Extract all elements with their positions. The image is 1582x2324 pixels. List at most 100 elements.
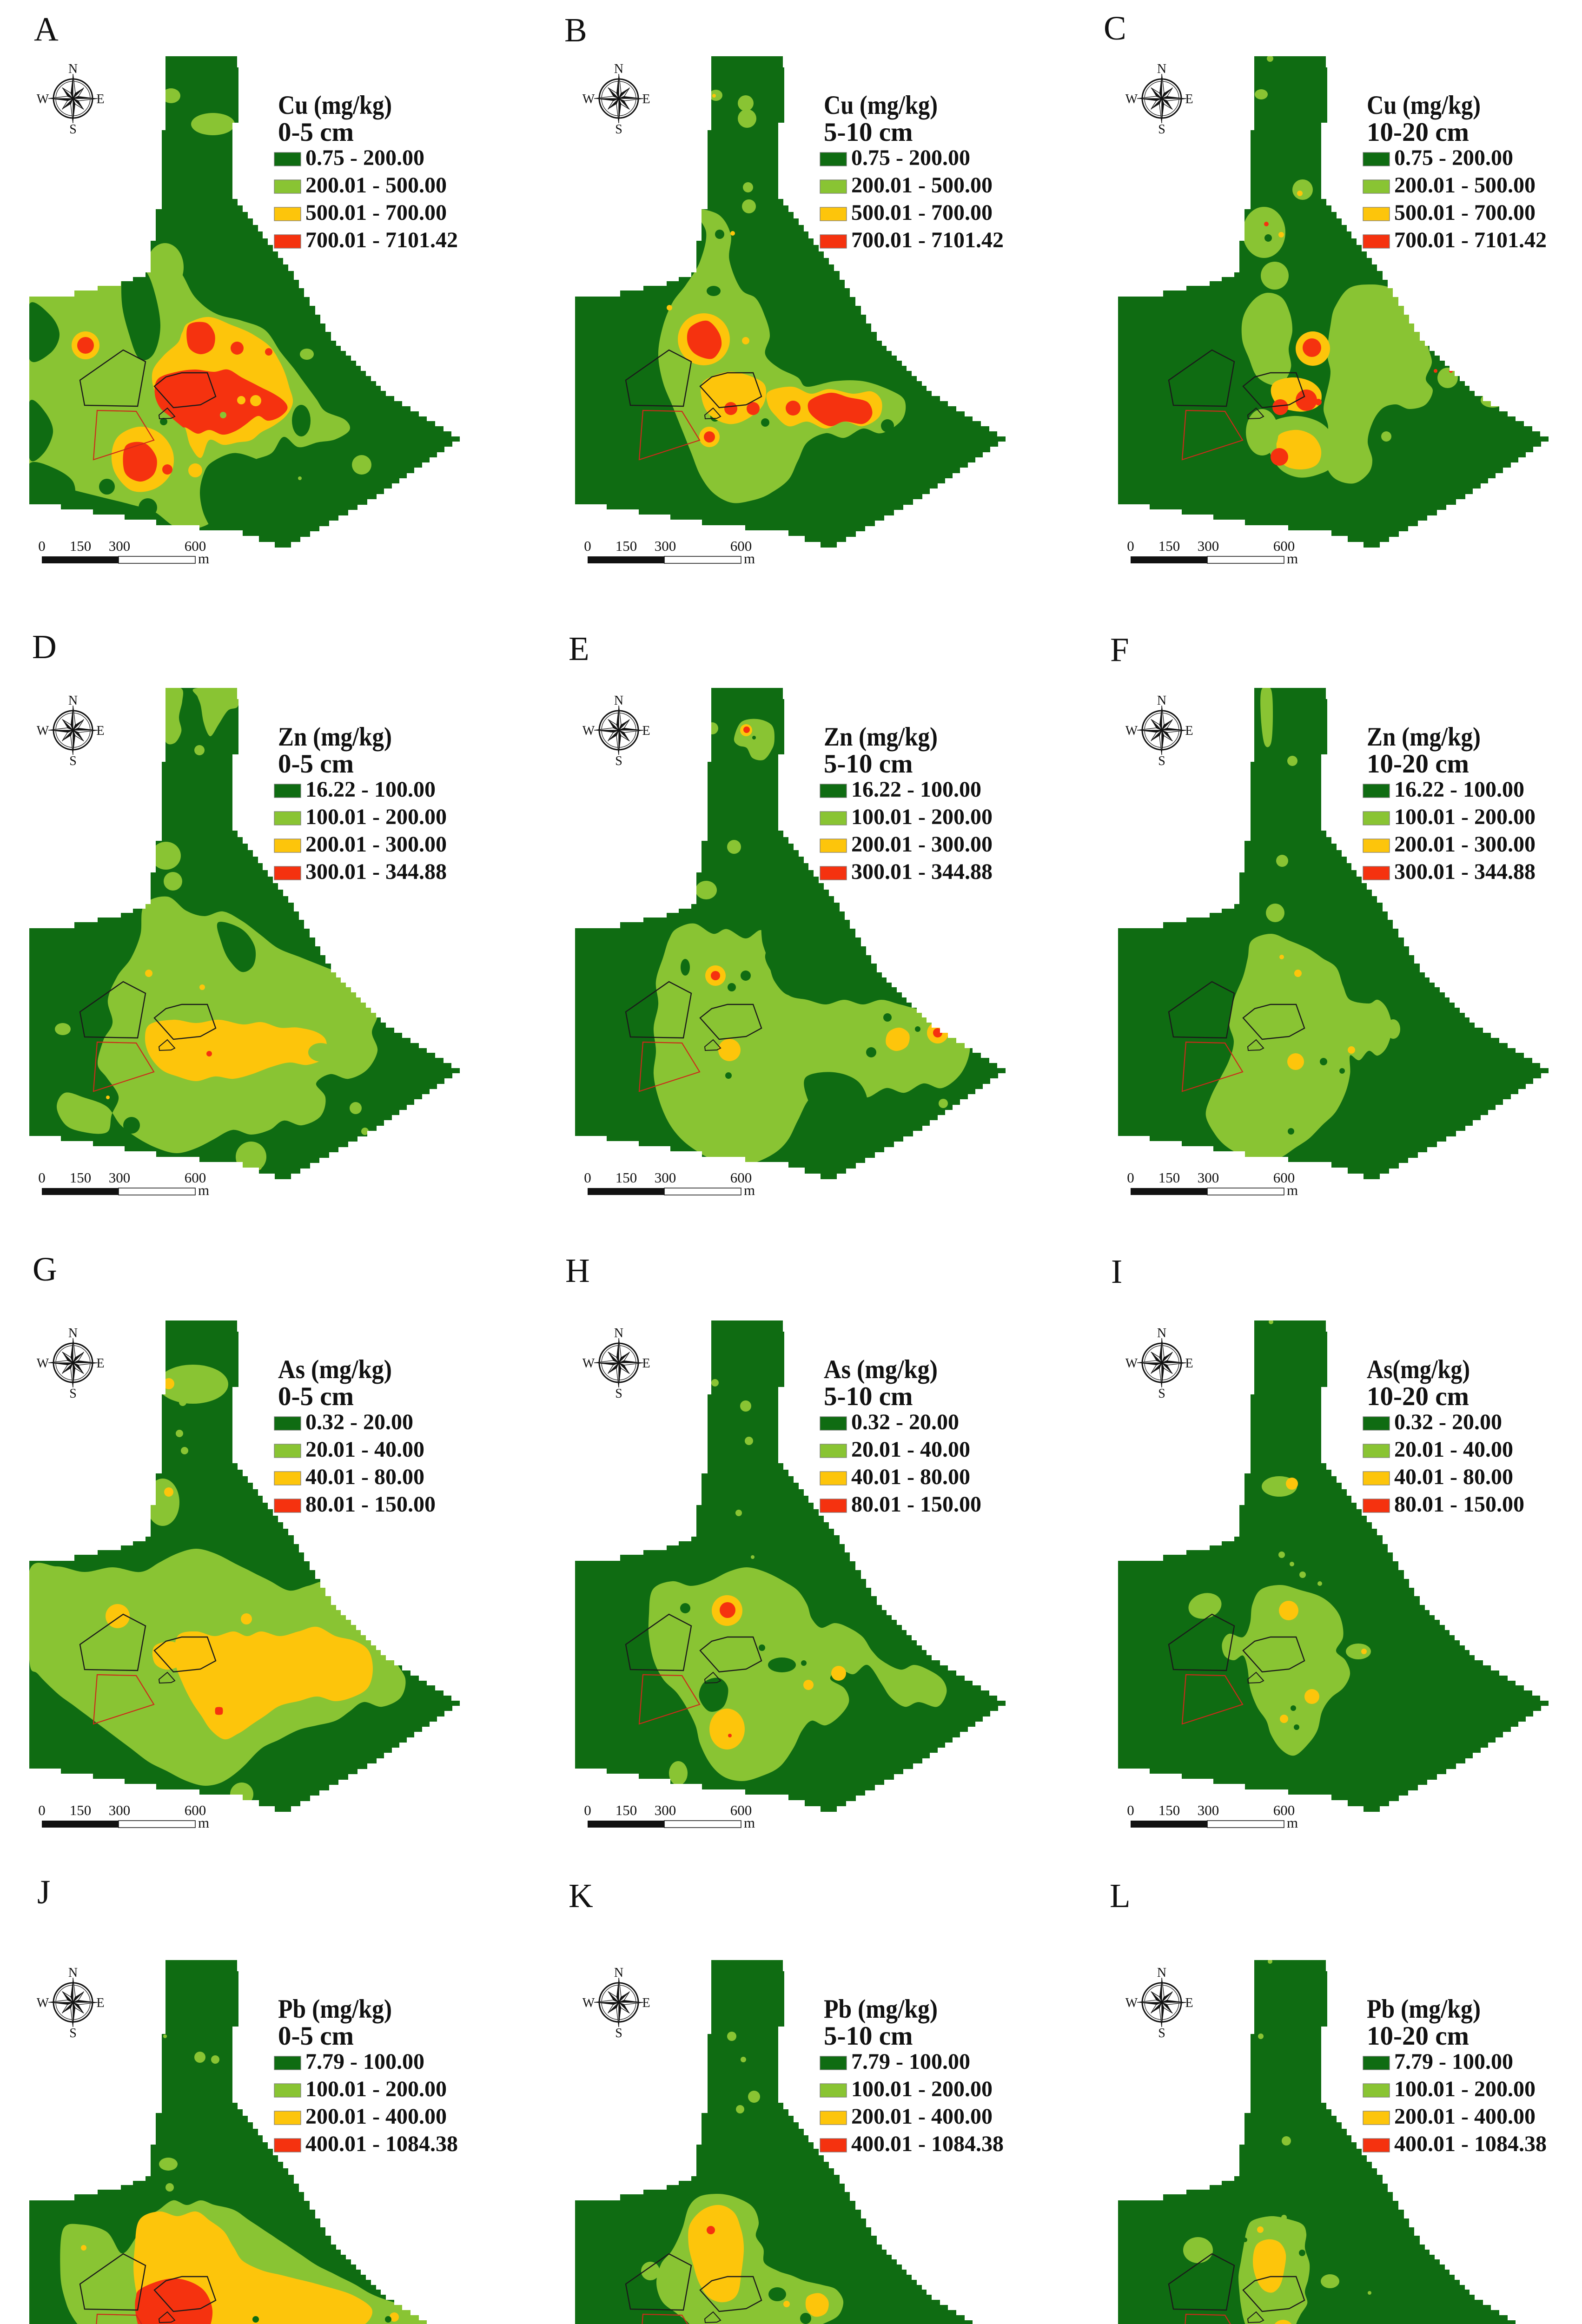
svg-text:150: 150 bbox=[616, 538, 637, 554]
svg-text:E: E bbox=[642, 724, 650, 738]
svg-text:S: S bbox=[615, 1386, 622, 1401]
svg-text:E: E bbox=[96, 92, 104, 106]
svg-text:300: 300 bbox=[1198, 538, 1219, 554]
svg-text:m: m bbox=[744, 550, 755, 567]
svg-text:600: 600 bbox=[1273, 1802, 1295, 1818]
svg-text:W: W bbox=[37, 1996, 49, 2010]
svg-text:300: 300 bbox=[655, 1169, 676, 1186]
svg-text:200.01 - 400.00: 200.01 - 400.00 bbox=[1394, 2104, 1536, 2129]
svg-text:0: 0 bbox=[1127, 1802, 1134, 1818]
svg-text:W: W bbox=[582, 1996, 595, 2010]
svg-text:m: m bbox=[1287, 550, 1298, 567]
svg-text:N: N bbox=[1157, 62, 1166, 76]
svg-text:300: 300 bbox=[109, 1802, 131, 1818]
svg-text:W: W bbox=[37, 724, 49, 738]
svg-text:0.32 - 20.00: 0.32 - 20.00 bbox=[851, 1410, 959, 1434]
svg-text:m: m bbox=[198, 550, 209, 567]
svg-text:500.01 - 700.00: 500.01 - 700.00 bbox=[1394, 200, 1536, 225]
svg-text:N: N bbox=[68, 1326, 78, 1340]
svg-text:300: 300 bbox=[1198, 1169, 1219, 1186]
svg-text:N: N bbox=[614, 693, 623, 708]
svg-text:40.01 - 80.00: 40.01 - 80.00 bbox=[1394, 1465, 1513, 1489]
svg-text:600: 600 bbox=[730, 538, 752, 554]
svg-text:150: 150 bbox=[70, 1802, 92, 1818]
svg-text:W: W bbox=[582, 92, 595, 106]
svg-text:S: S bbox=[69, 754, 77, 768]
svg-text:Zn (mg/kg): Zn (mg/kg) bbox=[278, 722, 392, 752]
svg-text:m: m bbox=[1287, 1815, 1298, 1831]
svg-text:500.01 - 700.00: 500.01 - 700.00 bbox=[305, 200, 447, 225]
svg-text:100.01 - 200.00: 100.01 - 200.00 bbox=[851, 2077, 993, 2101]
svg-text:200.01 - 300.00: 200.01 - 300.00 bbox=[1394, 832, 1536, 857]
svg-text:600: 600 bbox=[730, 1169, 752, 1186]
svg-text:100.01 - 200.00: 100.01 - 200.00 bbox=[305, 2077, 447, 2101]
svg-text:N: N bbox=[1157, 693, 1166, 708]
svg-text:S: S bbox=[1158, 754, 1165, 768]
svg-text:m: m bbox=[198, 1182, 209, 1198]
svg-text:S: S bbox=[69, 1386, 77, 1401]
svg-text:200.01 - 300.00: 200.01 - 300.00 bbox=[305, 832, 447, 857]
svg-text:0: 0 bbox=[38, 538, 46, 554]
svg-text:S: S bbox=[69, 122, 77, 137]
svg-text:5-10 cm: 5-10 cm bbox=[824, 749, 913, 779]
svg-text:Pb (mg/kg): Pb (mg/kg) bbox=[278, 1994, 392, 2024]
svg-text:300: 300 bbox=[109, 1169, 131, 1186]
svg-text:W: W bbox=[1125, 724, 1138, 738]
svg-text:Pb (mg/kg): Pb (mg/kg) bbox=[824, 1994, 938, 2024]
svg-text:D: D bbox=[32, 628, 57, 666]
svg-text:As (mg/kg): As (mg/kg) bbox=[824, 1355, 938, 1384]
svg-text:0: 0 bbox=[1127, 538, 1134, 554]
svg-text:7.79 - 100.00: 7.79 - 100.00 bbox=[1394, 2049, 1513, 2074]
svg-text:Cu (mg/kg): Cu (mg/kg) bbox=[1367, 91, 1481, 120]
svg-text:700.01 - 7101.42: 700.01 - 7101.42 bbox=[305, 228, 458, 252]
svg-text:W: W bbox=[37, 1356, 49, 1371]
svg-text:20.01 - 40.00: 20.01 - 40.00 bbox=[851, 1437, 970, 1462]
svg-text:Zn (mg/kg): Zn (mg/kg) bbox=[824, 722, 938, 752]
svg-text:300: 300 bbox=[1198, 1802, 1219, 1818]
svg-text:E: E bbox=[1185, 724, 1193, 738]
svg-text:K: K bbox=[569, 1877, 593, 1915]
svg-text:5-10 cm: 5-10 cm bbox=[824, 1382, 913, 1411]
svg-text:m: m bbox=[1287, 1182, 1298, 1198]
svg-text:150: 150 bbox=[70, 1169, 92, 1186]
svg-text:150: 150 bbox=[1158, 1169, 1180, 1186]
svg-text:0: 0 bbox=[584, 1802, 591, 1818]
svg-text:E: E bbox=[642, 1996, 650, 2010]
svg-text:As (mg/kg): As (mg/kg) bbox=[278, 1355, 392, 1384]
svg-text:m: m bbox=[198, 1815, 209, 1831]
svg-text:N: N bbox=[1157, 1966, 1166, 1980]
svg-text:200.01 - 500.00: 200.01 - 500.00 bbox=[851, 173, 993, 198]
svg-text:N: N bbox=[68, 62, 78, 76]
svg-text:0.32 - 20.00: 0.32 - 20.00 bbox=[305, 1410, 413, 1434]
svg-text:0.75 - 200.00: 0.75 - 200.00 bbox=[851, 145, 970, 170]
svg-text:0-5 cm: 0-5 cm bbox=[278, 2021, 354, 2051]
svg-text:W: W bbox=[582, 724, 595, 738]
svg-text:40.01 - 80.00: 40.01 - 80.00 bbox=[851, 1465, 970, 1489]
svg-text:N: N bbox=[68, 1966, 78, 1980]
svg-text:m: m bbox=[744, 1182, 755, 1198]
svg-text:300.01 - 344.88: 300.01 - 344.88 bbox=[851, 859, 993, 884]
svg-text:400.01 - 1084.38: 400.01 - 1084.38 bbox=[1394, 2132, 1547, 2156]
svg-text:S: S bbox=[1158, 1386, 1165, 1401]
svg-text:300: 300 bbox=[655, 1802, 676, 1818]
svg-text:W: W bbox=[1125, 1996, 1138, 2010]
svg-text:Pb (mg/kg): Pb (mg/kg) bbox=[1367, 1994, 1481, 2024]
svg-text:E: E bbox=[569, 630, 589, 667]
svg-text:5-10 cm: 5-10 cm bbox=[824, 2021, 913, 2051]
svg-text:H: H bbox=[565, 1252, 590, 1289]
svg-text:5-10 cm: 5-10 cm bbox=[824, 118, 913, 147]
svg-text:300: 300 bbox=[655, 538, 676, 554]
svg-text:16.22 - 100.00: 16.22 - 100.00 bbox=[851, 777, 981, 802]
svg-text:150: 150 bbox=[1158, 1802, 1180, 1818]
svg-text:0: 0 bbox=[584, 538, 591, 554]
svg-text:200.01 - 400.00: 200.01 - 400.00 bbox=[305, 2104, 447, 2129]
svg-text:150: 150 bbox=[616, 1802, 637, 1818]
svg-text:600: 600 bbox=[730, 1802, 752, 1818]
svg-text:S: S bbox=[615, 754, 622, 768]
svg-text:150: 150 bbox=[1158, 538, 1180, 554]
svg-text:80.01 - 150.00: 80.01 - 150.00 bbox=[305, 1492, 436, 1517]
svg-text:N: N bbox=[614, 62, 623, 76]
svg-text:N: N bbox=[614, 1326, 623, 1340]
svg-text:16.22 - 100.00: 16.22 - 100.00 bbox=[1394, 777, 1524, 802]
svg-text:Cu (mg/kg): Cu (mg/kg) bbox=[824, 91, 938, 120]
